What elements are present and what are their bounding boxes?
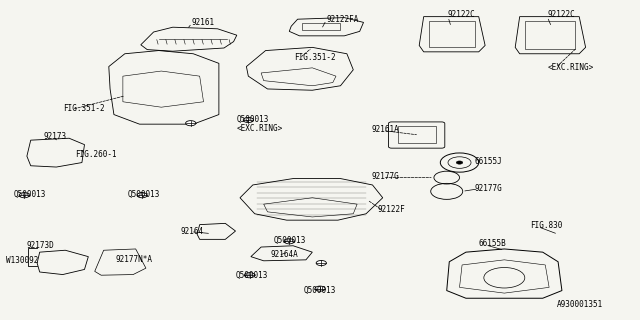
Text: 92177G: 92177G	[371, 172, 399, 181]
Text: 92164: 92164	[180, 227, 204, 236]
Text: FIG.351-2: FIG.351-2	[294, 53, 336, 62]
Text: <EXC.RING>: <EXC.RING>	[547, 63, 593, 72]
Text: <EXC.RING>: <EXC.RING>	[237, 124, 283, 133]
Text: 92164A: 92164A	[270, 250, 298, 259]
Text: 92173D: 92173D	[27, 241, 54, 250]
Circle shape	[19, 193, 29, 198]
Text: Q500013: Q500013	[14, 190, 47, 199]
Text: 92122C: 92122C	[448, 10, 476, 19]
Text: 92173: 92173	[44, 132, 67, 141]
Text: 92122F: 92122F	[378, 205, 405, 214]
Text: W130092: W130092	[6, 256, 39, 265]
Text: FIG.351-2: FIG.351-2	[63, 104, 104, 113]
Text: Q500013: Q500013	[236, 271, 268, 280]
Text: Q500013: Q500013	[304, 286, 337, 295]
Circle shape	[284, 239, 294, 244]
Circle shape	[244, 273, 255, 278]
Circle shape	[456, 161, 463, 164]
Text: 92161A: 92161A	[371, 125, 399, 134]
Text: 92177N*A: 92177N*A	[115, 255, 152, 264]
Circle shape	[137, 193, 147, 198]
Text: 92122C: 92122C	[547, 10, 575, 19]
Text: 92177G: 92177G	[475, 184, 502, 193]
Circle shape	[316, 260, 326, 266]
Text: 92122FA: 92122FA	[326, 15, 359, 24]
Text: 66155B: 66155B	[479, 239, 506, 248]
Text: FIG.260-1: FIG.260-1	[76, 150, 117, 159]
Text: FIG.830: FIG.830	[530, 221, 563, 230]
Text: Q500013: Q500013	[274, 236, 307, 245]
Text: A930001351: A930001351	[557, 300, 603, 309]
Circle shape	[315, 286, 325, 291]
Text: Q500013: Q500013	[237, 115, 269, 124]
Text: Q500013: Q500013	[128, 190, 161, 199]
Circle shape	[186, 121, 196, 126]
Circle shape	[243, 117, 253, 123]
Text: 92161: 92161	[192, 18, 215, 27]
Text: 66155J: 66155J	[475, 157, 502, 166]
